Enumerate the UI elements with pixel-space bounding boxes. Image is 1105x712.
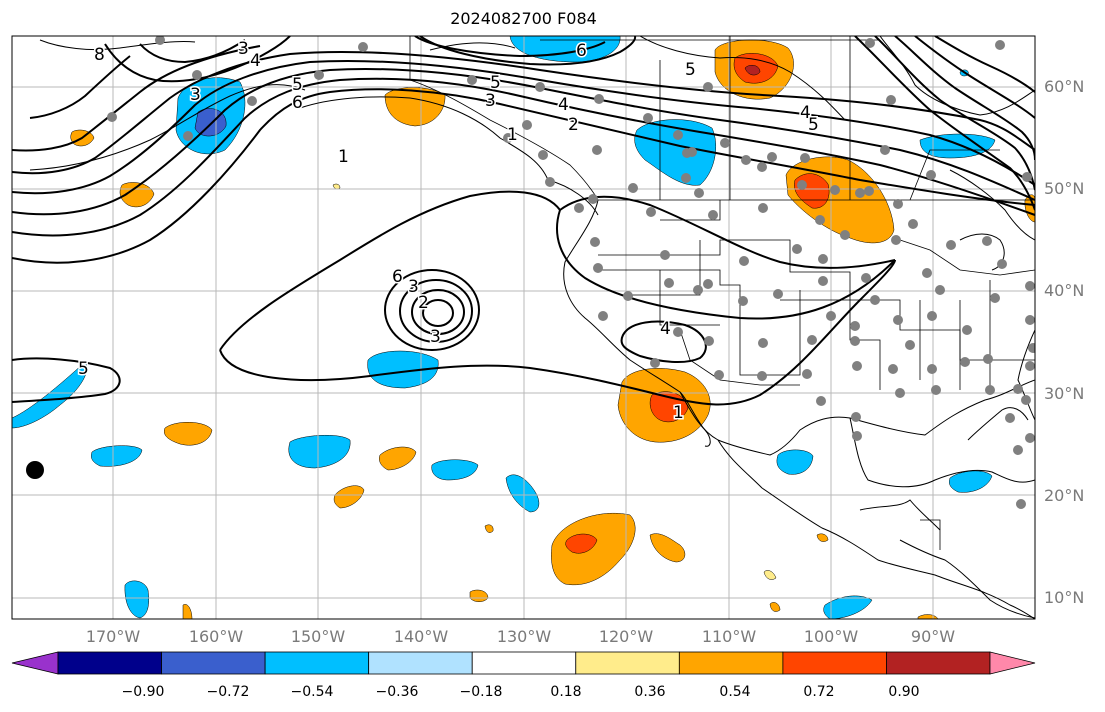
contour-label: 4 — [660, 319, 671, 339]
colorbar-tick: 0.72 — [803, 684, 835, 700]
contour-label: 6 — [392, 267, 403, 287]
lon-label: 130°W — [496, 627, 552, 646]
contour-label: 3 — [190, 85, 201, 105]
contour-label: 6 — [576, 41, 587, 61]
contour-lines — [12, 36, 1035, 406]
contour-label: 3 — [408, 277, 419, 297]
lon-label: 120°W — [598, 627, 654, 646]
colorbar-segment — [368, 651, 473, 675]
contour-label: 5 — [292, 75, 303, 95]
contour-label: 4 — [558, 95, 569, 115]
coastlines — [29, 36, 1035, 619]
colorbar-segment — [575, 651, 680, 675]
colorbar-tick: −0.36 — [375, 684, 419, 700]
map-frame — [11, 35, 1036, 620]
colorbar-segment — [886, 651, 991, 675]
colorbar-segment — [161, 651, 266, 675]
lon-label: 150°W — [290, 627, 346, 646]
lon-label: 90°W — [910, 627, 956, 646]
colorbar-tick: −0.90 — [121, 684, 165, 700]
contour-label: 5 — [685, 60, 696, 80]
contour-label: 1 — [507, 125, 518, 145]
lon-label: 170°W — [85, 627, 141, 646]
lon-label: 160°W — [188, 627, 244, 646]
contour-label: 8 — [94, 45, 105, 65]
contour-label: 4 — [800, 103, 811, 123]
contour-label: 5 — [490, 73, 501, 93]
lat-label: 10°N — [1044, 588, 1085, 607]
map-title: 2024082700 F084 — [450, 9, 597, 28]
lon-label: 100°W — [803, 627, 859, 646]
colorbar-segment — [264, 651, 370, 675]
station-markers — [107, 36, 1035, 509]
contour-label: 2 — [568, 115, 579, 135]
lon-label: 110°W — [701, 627, 757, 646]
contour-label: 3 — [430, 327, 441, 347]
colorbar-segment — [782, 651, 887, 675]
contour-label: 5 — [808, 115, 819, 135]
colorbar-tick: −0.72 — [206, 684, 250, 700]
contour-label: 3 — [238, 39, 249, 59]
colorbar-extend-max — [989, 651, 1036, 675]
colorbar-segment — [678, 651, 784, 675]
lat-label: 40°N — [1044, 281, 1085, 300]
colorbar-extend-min — [11, 651, 59, 675]
contour-label: 3 — [485, 91, 496, 111]
lat-label: 20°N — [1044, 486, 1085, 505]
colorbar-tick: −0.54 — [290, 684, 334, 700]
contour-label: 6 — [292, 93, 303, 113]
colorbar-tick: −0.18 — [459, 684, 503, 700]
contour-label: 1 — [338, 147, 349, 167]
marker-dot — [26, 461, 44, 479]
colorbar-segment — [471, 651, 577, 675]
contour-labels: 8 3 4 5 6 1 3 5 3 4 2 1 6 4 5 5 6 3 2 3 … — [77, 38, 821, 425]
colorbar-segment — [57, 651, 162, 675]
lon-label: 140°W — [393, 627, 449, 646]
colorbar — [11, 651, 1036, 675]
contour-label: 4 — [250, 51, 261, 71]
contour-label: 2 — [418, 293, 429, 313]
lat-label: 30°N — [1044, 384, 1085, 403]
colorbar-tick: 0.36 — [634, 684, 666, 700]
colorbar-tick: 0.90 — [888, 684, 920, 700]
political-borders — [409, 36, 1035, 550]
colorbar-tick: 0.54 — [719, 684, 751, 700]
contour-label: 1 — [673, 403, 684, 423]
lat-label: 50°N — [1044, 179, 1085, 198]
contour-label: 5 — [78, 359, 89, 379]
colorbar-tick: 0.18 — [550, 684, 582, 700]
lat-label: 60°N — [1044, 77, 1085, 96]
